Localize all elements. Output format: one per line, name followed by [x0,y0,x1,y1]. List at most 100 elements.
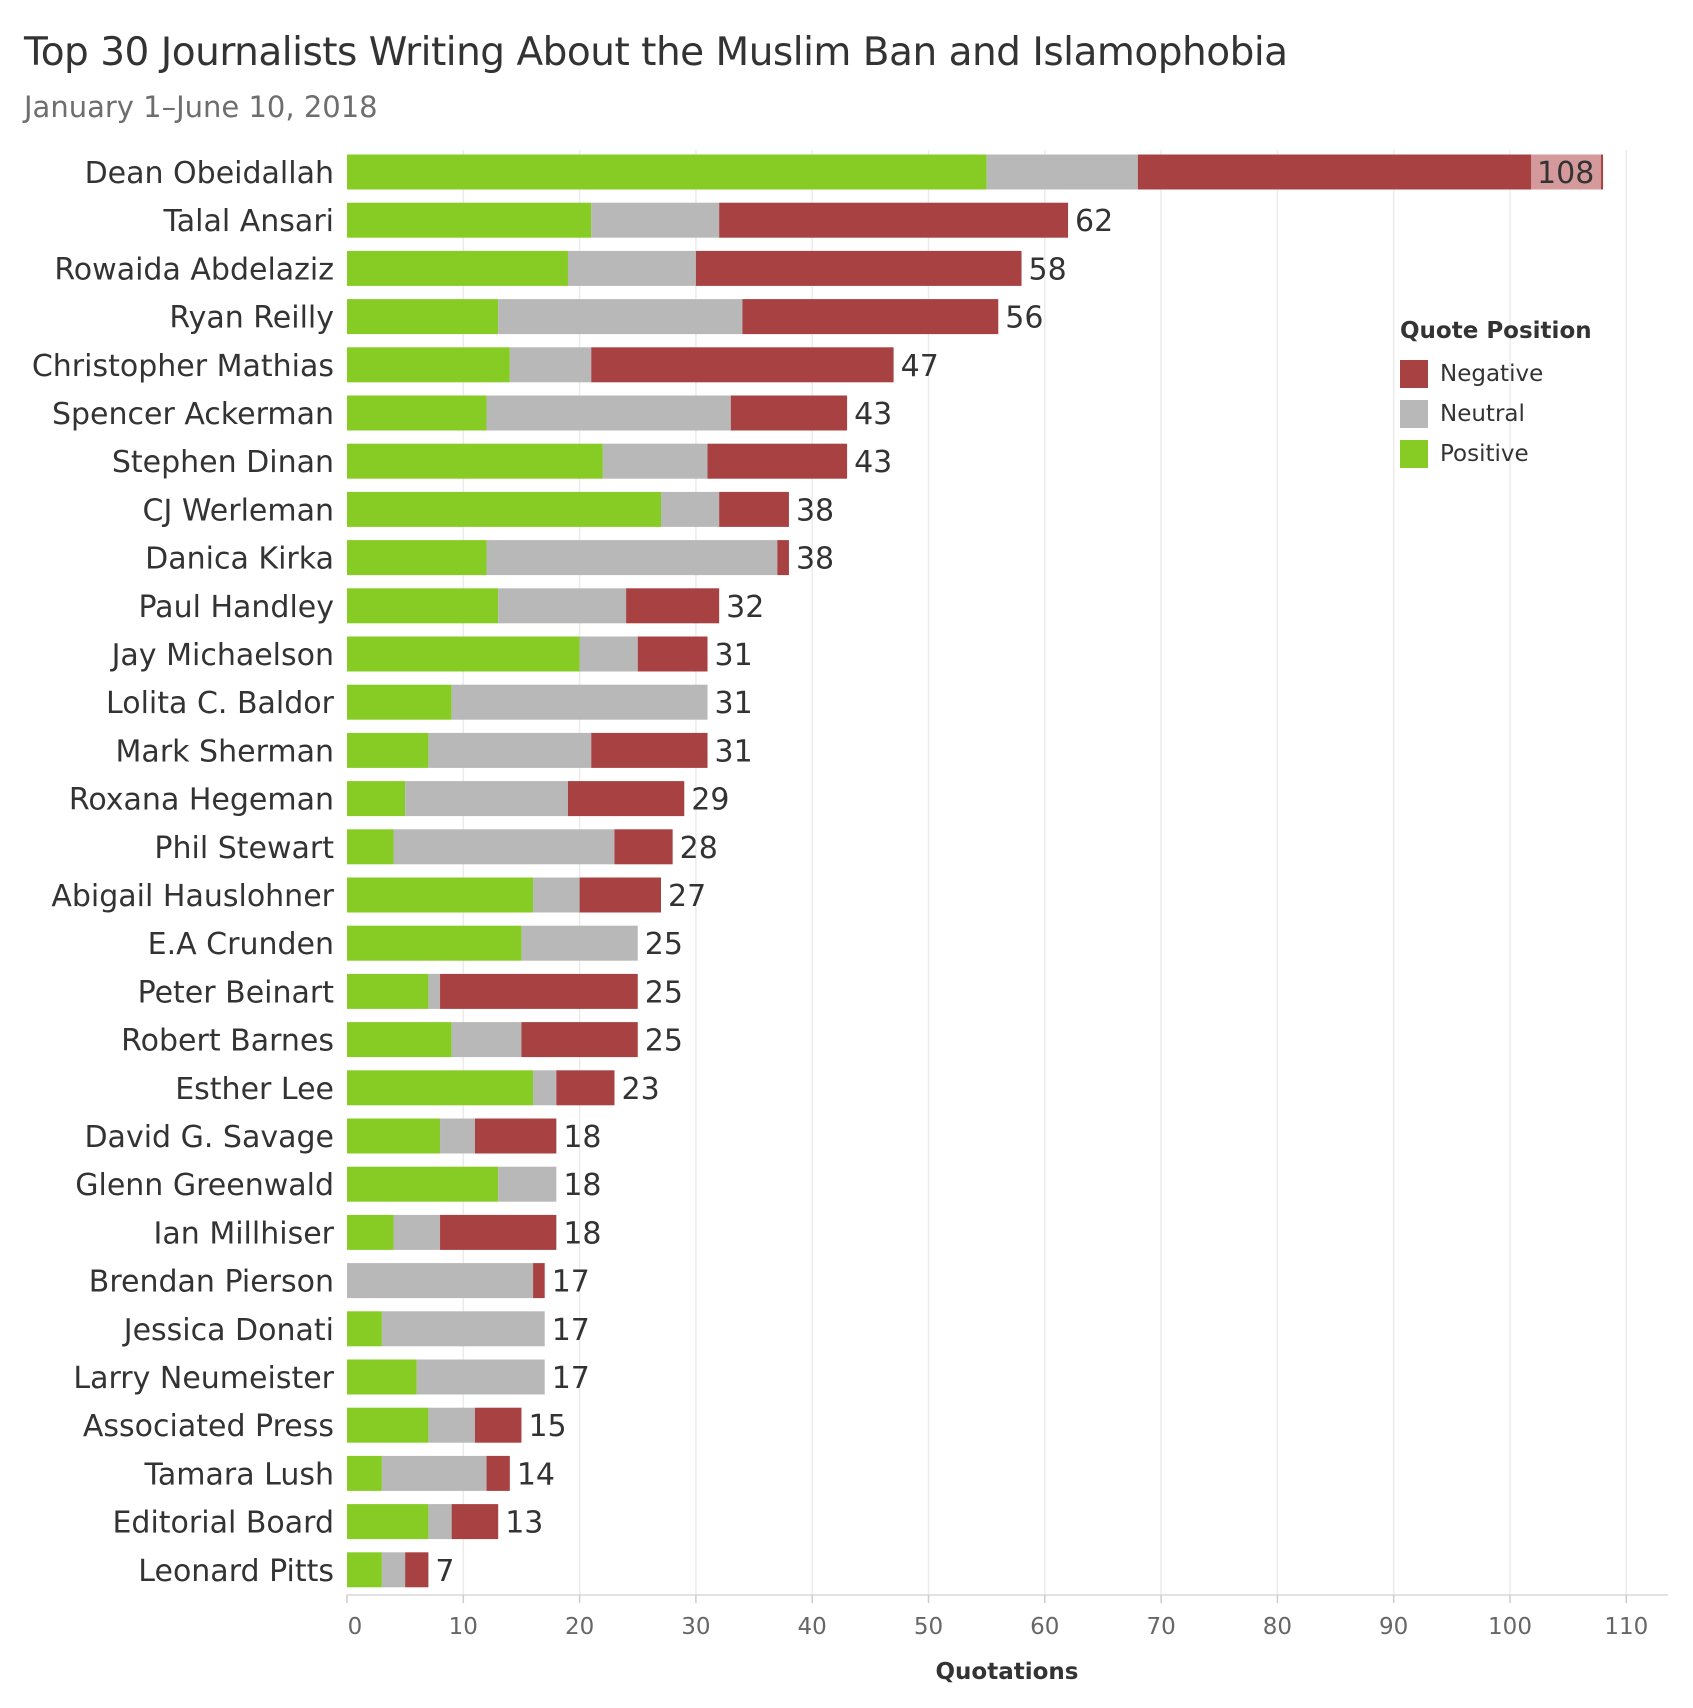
legend-label: Negative [1440,361,1544,387]
bar-segment-neutral [381,1311,545,1347]
bar-segment-neutral [498,299,743,335]
bar-segment-negative [707,443,848,479]
category-label: Abigail Hauslohner [51,879,334,914]
category-label: Ryan Reilly [169,301,334,336]
x-tick-label: 90 [1379,1614,1408,1640]
bar-segment-neutral [381,1552,406,1588]
bar-segment-positive [347,925,522,961]
bar-segment-positive [347,202,592,238]
bar-segment-negative [730,395,848,431]
total-label: 62 [1075,204,1113,239]
bar-segment-positive [347,1311,382,1347]
bar-segment-negative [451,1504,499,1540]
total-label: 108 [1537,156,1594,191]
bar-segment-neutral [440,1118,475,1154]
bar-segment-positive [347,1070,534,1106]
bar-segment-neutral [498,588,627,624]
legend-label: Positive [1440,441,1529,467]
category-label: Robert Barnes [121,1024,334,1059]
category-label: Larry Neumeister [73,1361,334,1396]
bar-segment-positive [347,829,394,865]
bar-segment-negative [579,877,662,913]
bar-segment-positive [347,250,568,286]
bar-segment-positive [347,1552,382,1588]
bar-segment-negative [591,347,894,383]
bar-segment-positive [347,443,603,479]
category-label: Dean Obeidallah [85,156,334,191]
total-label: 18 [563,1168,601,1203]
bar-segment-neutral [486,540,778,576]
total-label: 23 [621,1072,659,1107]
x-tick-label: 20 [565,1614,594,1640]
bar-segment-negative [521,1022,638,1058]
bar-segment-negative [486,1455,510,1491]
bar-segment-neutral [533,877,580,913]
category-label: Jay Michaelson [110,638,334,673]
total-label: 43 [854,397,892,432]
bar-segment-negative [719,202,1069,238]
category-label: Stephen Dinan [112,445,334,480]
total-label: 47 [901,349,939,384]
total-label: 25 [645,975,683,1010]
total-label: 32 [726,590,764,625]
bar-segment-neutral [428,1504,452,1540]
legend-item-negative: Negative [1400,354,1592,394]
bar-segment-neutral [602,443,708,479]
category-label: Spencer Ackerman [52,397,334,432]
chart-subtitle: January 1–June 10, 2018 [24,90,378,124]
bar-segment-neutral [405,781,568,817]
bar-segment-negative [637,636,708,672]
category-label: Editorial Board [112,1506,334,1541]
legend-items: Negative Neutral Positive [1400,354,1592,474]
total-label: 17 [552,1265,590,1300]
legend-item-positive: Positive [1400,434,1592,474]
bar-segment-positive [347,347,510,383]
total-label: 38 [796,493,834,528]
category-label: Associated Press [83,1409,334,1444]
bar-segment-neutral [661,491,720,527]
bar-segment-negative [614,829,673,865]
x-tick-label: 10 [449,1614,478,1640]
bar-segment-negative [742,299,999,335]
bar-segment-neutral [579,636,638,672]
legend-swatch [1400,400,1428,428]
bar-segment-positive [347,588,499,624]
total-label: 25 [645,1024,683,1059]
bar-segment-neutral [509,347,592,383]
bar-segment-positive [347,395,487,431]
bar-segment-neutral [533,1070,557,1106]
legend-title: Quote Position [1400,318,1592,344]
x-tick-label: 70 [1146,1614,1175,1640]
bar-segment-positive [347,1407,429,1443]
total-label: 17 [552,1361,590,1396]
category-label: Paul Handley [138,590,334,625]
bar-segment-neutral [591,202,720,238]
legend-label: Neutral [1440,401,1525,427]
bar-segment-positive [347,1214,394,1250]
bar-segment-negative [556,1070,615,1106]
x-tick-label: 110 [1604,1614,1648,1640]
total-label: 29 [691,783,729,818]
x-tick-label: 50 [914,1614,943,1640]
bar-segment-negative [405,1552,429,1588]
bar-segment-positive [347,540,487,576]
total-label: 27 [668,879,706,914]
x-tick-label: 80 [1263,1614,1292,1640]
category-label: Mark Sherman [116,734,334,769]
x-tick-label: 60 [1030,1614,1059,1640]
x-tick-label: 40 [798,1614,827,1640]
x-axis-title: Quotations [936,1659,1079,1685]
legend-item-neutral: Neutral [1400,394,1592,434]
bar-segment-positive [347,1359,417,1395]
bar-segment-neutral [428,973,441,1009]
bar-segment-positive [347,1455,382,1491]
bar-segment-neutral [381,1455,487,1491]
total-label: 18 [563,1120,601,1155]
bar-segment-negative [626,588,720,624]
bar-segment-neutral [451,1022,522,1058]
category-label: Rowaida Abdelaziz [54,252,334,287]
category-label: Jessica Donati [122,1313,334,1348]
x-tick-label: 100 [1488,1614,1532,1640]
bar-segment-positive [347,1022,452,1058]
bar-segment-neutral [347,1263,534,1299]
